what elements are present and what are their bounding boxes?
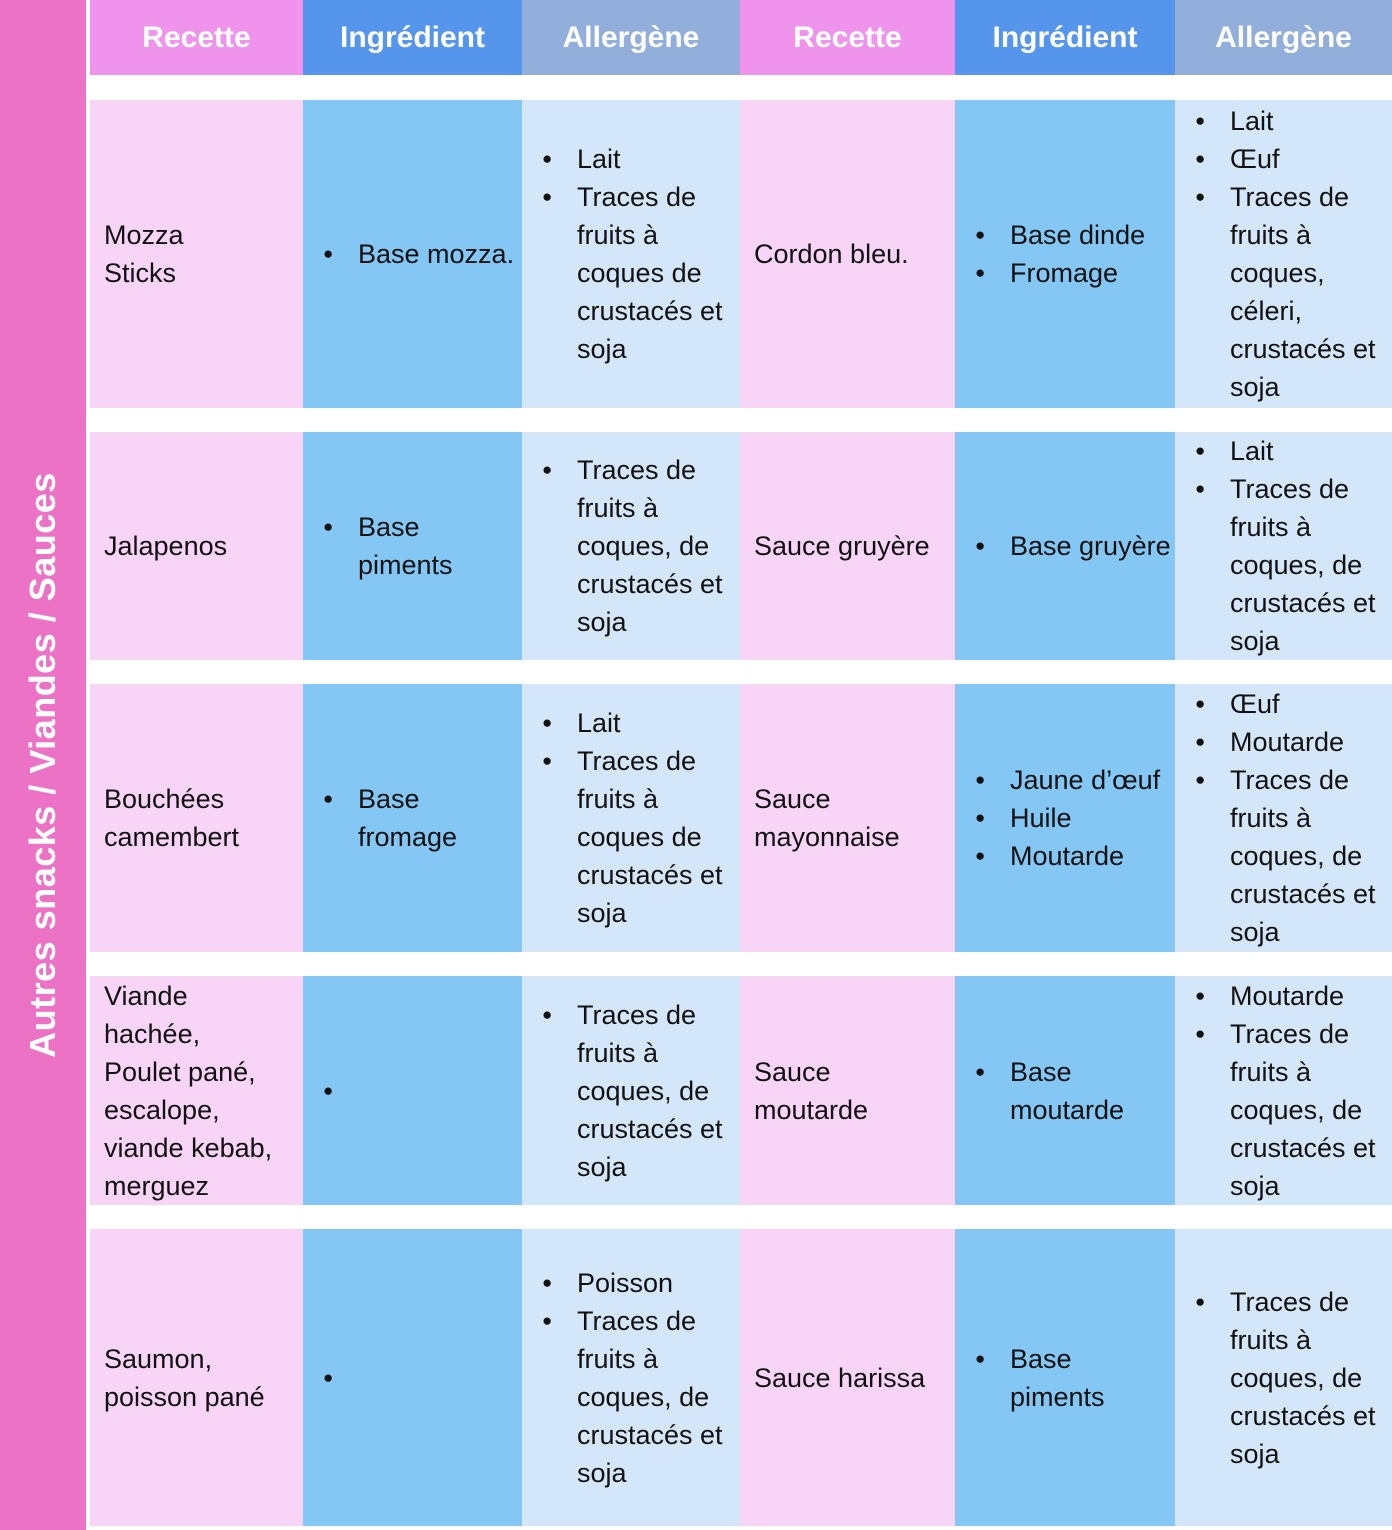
recette-cell: Sauce moutarde [740, 976, 955, 1205]
header-allergene-right: Allergène [1175, 0, 1392, 75]
list-item: Base gruyère [955, 527, 1175, 565]
ingredient-list: Base mozza. [303, 235, 522, 273]
list-item: Poisson [522, 1264, 740, 1302]
list-item: Fromage [955, 254, 1175, 292]
ingredient-cell: Jaune d’œufHuileMoutarde [955, 684, 1175, 952]
list-item: Traces de fruits à coques de crustacés e… [522, 178, 740, 368]
table-header-row: Recette Ingrédient Allergène Recette Ing… [90, 0, 1392, 75]
ingredient-cell [303, 976, 522, 1205]
list-item [303, 1359, 522, 1397]
ingredient-list: Base gruyère [955, 527, 1175, 565]
allergene-cell: PoissonTraces de fruits à coques, de cru… [522, 1229, 740, 1526]
allergen-table: Recette Ingrédient Allergène Recette Ing… [90, 0, 1392, 1530]
category-sidebar: Autres snacks / Viandes / Sauces [0, 0, 86, 1530]
list-item [303, 1072, 522, 1110]
header-ingredient-left: Ingrédient [303, 0, 522, 75]
list-item: Base mozza. [303, 235, 522, 273]
allergen-list: LaitTraces de fruits à coques, de crusta… [1175, 432, 1392, 660]
list-item: Œuf [1175, 685, 1392, 723]
list-item: Base moutarde [955, 1053, 1175, 1129]
allergen-list: LaitŒufTraces de fruits à coques, céleri… [1175, 102, 1392, 406]
list-item: Lait [1175, 102, 1392, 140]
ingredient-list: Base fromage [303, 780, 522, 856]
recette-cell: Saumon, poisson pané [90, 1229, 303, 1526]
ingredient-list: Jaune d’œufHuileMoutarde [955, 761, 1175, 875]
allergen-list: MoutardeTraces de fruits à coques, de cr… [1175, 977, 1392, 1205]
allergen-list: PoissonTraces de fruits à coques, de cru… [522, 1264, 740, 1492]
ingredient-cell: Base piments [955, 1229, 1175, 1526]
list-item: Moutarde [1175, 723, 1392, 761]
allergene-cell: LaitTraces de fruits à coques de crustac… [522, 684, 740, 952]
allergene-cell: Traces de fruits à coques, de crustacés … [522, 432, 740, 660]
header-recette-left: Recette [90, 0, 303, 75]
category-sidebar-label: Autres snacks / Viandes / Sauces [22, 472, 64, 1058]
recette-cell: Jalapenos [90, 432, 303, 660]
ingredient-list: Base piments [955, 1340, 1175, 1416]
allergen-list: Traces de fruits à coques, de crustacés … [522, 996, 740, 1186]
allergene-cell: Traces de fruits à coques, de crustacés … [522, 976, 740, 1205]
list-item: Moutarde [955, 837, 1175, 875]
list-item: Base fromage [303, 780, 522, 856]
header-recette-right: Recette [740, 0, 955, 75]
ingredient-cell: Base piments [303, 432, 522, 660]
ingredient-cell: Base moutarde [955, 976, 1175, 1205]
list-item: Base dinde [955, 216, 1175, 254]
list-item: Traces de fruits à coques, de crustacés … [1175, 1283, 1392, 1473]
list-item: Traces de fruits à coques, de crustacés … [522, 996, 740, 1186]
recette-cell: Viande hachée, Poulet pané, escalope, vi… [90, 976, 303, 1205]
recette-cell: Sauce gruyère [740, 432, 955, 660]
recette-cell: Bouchées camembert [90, 684, 303, 952]
list-item: Lait [1175, 432, 1392, 470]
list-item: Jaune d’œuf [955, 761, 1175, 799]
allergen-list: LaitTraces de fruits à coques de crustac… [522, 140, 740, 368]
allergene-cell: MoutardeTraces de fruits à coques, de cr… [1175, 976, 1392, 1205]
list-item: Œuf [1175, 140, 1392, 178]
allergen-list: ŒufMoutardeTraces de fruits à coques, de… [1175, 685, 1392, 951]
allergene-cell: LaitTraces de fruits à coques, de crusta… [1175, 432, 1392, 660]
recette-cell: Cordon bleu. [740, 100, 955, 408]
header-allergene-left: Allergène [522, 0, 740, 75]
allergene-cell: LaitTraces de fruits à coques de crustac… [522, 100, 740, 408]
recette-cell: Mozza Sticks [90, 100, 303, 408]
table-row: Saumon, poisson pané PoissonTraces de fr… [90, 1229, 1392, 1526]
allergen-list: Traces de fruits à coques, de crustacés … [1175, 1283, 1392, 1473]
header-ingredient-right: Ingrédient [955, 0, 1175, 75]
ingredient-list: Base moutarde [955, 1053, 1175, 1129]
allergene-cell: LaitŒufTraces de fruits à coques, céleri… [1175, 100, 1392, 408]
list-item: Huile [955, 799, 1175, 837]
ingredient-list [303, 1359, 522, 1397]
list-item: Traces de fruits à coques, de crustacés … [522, 451, 740, 641]
allergene-cell: Traces de fruits à coques, de crustacés … [1175, 1229, 1392, 1526]
table-row: Mozza Sticks Base mozza. LaitTraces de f… [90, 100, 1392, 408]
allergen-list: Traces de fruits à coques, de crustacés … [522, 451, 740, 641]
list-item: Traces de fruits à coques, de crustacés … [1175, 761, 1392, 951]
recette-cell: Sauce mayonnaise [740, 684, 955, 952]
list-item: Traces de fruits à coques, de crustacés … [522, 1302, 740, 1492]
list-item: Traces de fruits à coques, de crustacés … [1175, 1015, 1392, 1205]
table-row: Viande hachée, Poulet pané, escalope, vi… [90, 976, 1392, 1205]
list-item: Moutarde [1175, 977, 1392, 1015]
allergene-cell: ŒufMoutardeTraces de fruits à coques, de… [1175, 684, 1392, 952]
ingredient-cell: Base dindeFromage [955, 100, 1175, 408]
list-item: Traces de fruits à coques de crustacés e… [522, 742, 740, 932]
list-item: Traces de fruits à coques, céleri, crust… [1175, 178, 1392, 406]
ingredient-cell: Base gruyère [955, 432, 1175, 660]
list-item: Lait [522, 140, 740, 178]
ingredient-list [303, 1072, 522, 1110]
list-item: Lait [522, 704, 740, 742]
allergen-list: LaitTraces de fruits à coques de crustac… [522, 704, 740, 932]
ingredient-cell: Base fromage [303, 684, 522, 952]
table-row: Jalapenos Base piments Traces de fruits … [90, 432, 1392, 660]
recette-cell: Sauce harissa [740, 1229, 955, 1526]
ingredient-cell: Base mozza. [303, 100, 522, 408]
ingredient-list: Base piments [303, 508, 522, 584]
ingredient-cell [303, 1229, 522, 1526]
list-item: Base piments [303, 508, 522, 584]
ingredient-list: Base dindeFromage [955, 216, 1175, 292]
list-item: Traces de fruits à coques, de crustacés … [1175, 470, 1392, 660]
list-item: Base piments [955, 1340, 1175, 1416]
table-row: Bouchées camembert Base fromage LaitTrac… [90, 684, 1392, 952]
